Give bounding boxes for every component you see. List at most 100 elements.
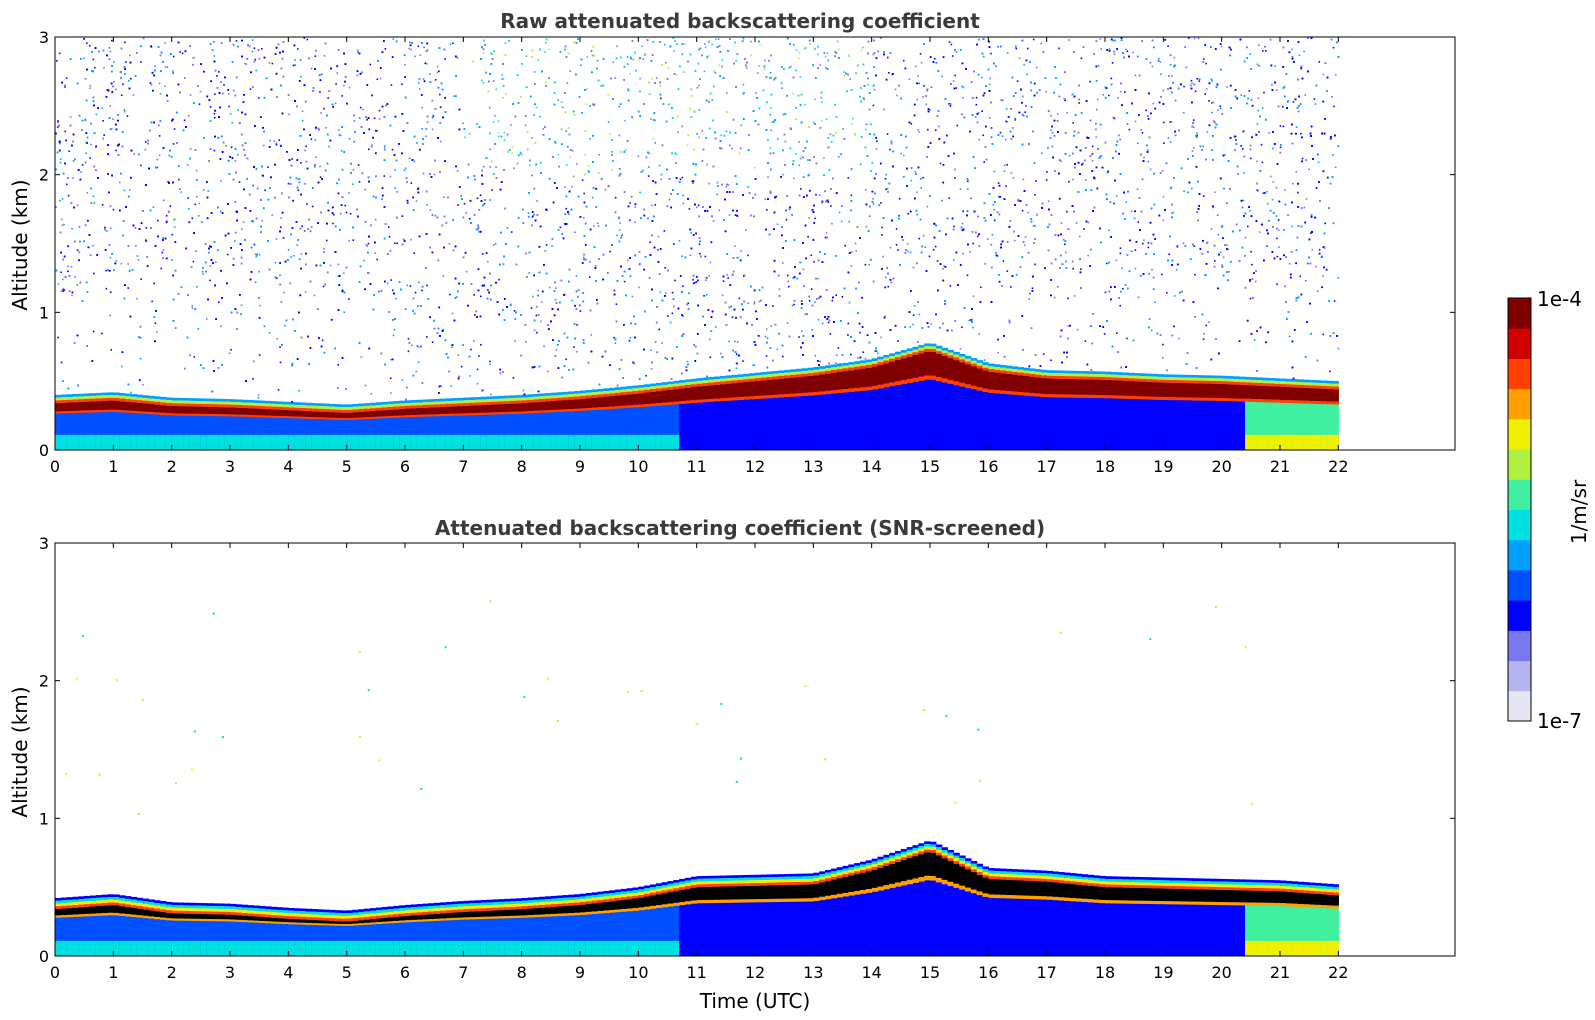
noise-pixel <box>1046 170 1048 173</box>
layer-band-cell <box>206 406 214 415</box>
noise-pixel <box>296 244 299 246</box>
layer-band-cell <box>1309 388 1316 401</box>
noise-pixel <box>886 133 889 135</box>
noise-pixel <box>379 77 382 80</box>
noise-pixel <box>1198 80 1201 82</box>
aerosol-column-cell <box>1256 395 1264 450</box>
noise-pixel <box>348 192 350 194</box>
layer-band-cell <box>976 362 984 366</box>
layer-band-cell <box>375 407 383 411</box>
noise-pixel <box>1162 121 1165 124</box>
layer-band-cell <box>270 406 278 410</box>
aerosol-column-cell <box>235 412 243 450</box>
noise-pixel <box>884 177 887 180</box>
layer-band-cell <box>976 387 984 391</box>
noise-pixel <box>321 339 324 342</box>
layer-band-cell <box>1093 374 1100 377</box>
layer-band-cell <box>1081 371 1089 374</box>
noise-pixel <box>797 57 800 60</box>
noise-pixel <box>647 175 650 177</box>
noise-pixel <box>443 196 445 198</box>
layer-band-cell <box>1239 398 1246 402</box>
noise-pixel <box>64 86 66 88</box>
noise-pixel <box>913 305 916 307</box>
noise-pixel <box>873 88 876 91</box>
layer-band-cell <box>708 379 715 383</box>
aerosol-column-cell <box>55 408 62 450</box>
aerosol-column-cell <box>1157 393 1164 450</box>
noise-pixel <box>271 214 274 216</box>
noise-pixel <box>325 239 328 242</box>
noise-pixel <box>992 203 995 206</box>
noise-pixel <box>1147 149 1149 151</box>
layer-band-cell <box>253 400 260 404</box>
noise-pixel <box>1311 248 1314 251</box>
aerosol-column-cell <box>1233 394 1240 450</box>
layer-band-cell <box>580 398 587 409</box>
layer-band-cell <box>725 375 733 379</box>
layer-band-cell <box>1093 376 1100 380</box>
aerosol-column-cell <box>358 415 365 450</box>
layer-band-cell <box>696 383 704 387</box>
noise-pixel <box>90 143 92 146</box>
noise-pixel <box>722 280 725 282</box>
noise-pixel <box>720 352 722 355</box>
noise-pixel <box>755 92 757 94</box>
layer-band-cell <box>177 406 184 414</box>
noise-pixel <box>202 273 204 275</box>
layer-band-cell <box>988 371 995 390</box>
layer-band-cell <box>1245 379 1252 383</box>
noise-pixel <box>708 39 711 42</box>
layer-band-cell <box>475 405 482 413</box>
noise-pixel <box>918 313 921 316</box>
layer-band-cell <box>1163 379 1170 383</box>
noise-pixel <box>681 255 683 258</box>
layer-band-cell <box>1291 379 1299 382</box>
layer-band-cell <box>224 404 231 408</box>
layer-band-cell <box>626 394 634 406</box>
layer-band-cell <box>160 405 167 413</box>
surface-layer-cell <box>288 434 295 450</box>
layer-band-cell <box>854 361 861 364</box>
noise-pixel <box>275 142 278 145</box>
aerosol-column-cell <box>1075 390 1083 450</box>
surface-layer-cell <box>230 434 237 450</box>
noise-pixel <box>1276 237 1278 240</box>
noise-pixel <box>695 281 698 283</box>
layer-band-cell <box>1192 383 1199 398</box>
noise-pixel <box>753 364 756 366</box>
noise-pixel <box>776 348 779 351</box>
noise-pixel <box>701 130 704 132</box>
noise-pixel <box>1243 172 1246 174</box>
noise-pixel <box>948 102 950 105</box>
layer-band-cell <box>965 384 972 388</box>
layer-band-cell <box>294 404 301 408</box>
noise-pixel <box>787 280 789 283</box>
noise-pixel <box>895 244 898 246</box>
noise-pixel <box>592 55 595 57</box>
aerosol-column-cell <box>1175 393 1182 450</box>
noise-pixel <box>1196 78 1199 80</box>
noise-pixel <box>540 320 542 323</box>
layer-band-cell <box>860 363 867 366</box>
aerosol-column-cell <box>591 404 599 450</box>
noise-pixel <box>401 83 403 86</box>
noise-pixel <box>1134 120 1137 123</box>
noise-pixel <box>1099 38 1102 40</box>
layer-band-cell <box>1023 392 1030 396</box>
noise-pixel <box>294 59 296 61</box>
layer-band-cell <box>527 411 534 414</box>
noise-pixel <box>1297 191 1299 194</box>
layer-band-cell <box>965 364 972 385</box>
noise-pixel <box>391 148 394 151</box>
layer-band-cell <box>1017 375 1024 392</box>
layer-band-cell <box>1040 393 1048 398</box>
layer-band-cell <box>521 400 529 403</box>
layer-band-cell <box>930 349 937 352</box>
aerosol-column-cell <box>1046 390 1054 450</box>
layer-band-cell <box>136 400 144 403</box>
layer-band-cell <box>469 405 476 414</box>
layer-band-cell <box>714 379 721 382</box>
aerosol-column-cell <box>60 408 68 450</box>
aerosol-column-cell <box>1291 396 1299 450</box>
